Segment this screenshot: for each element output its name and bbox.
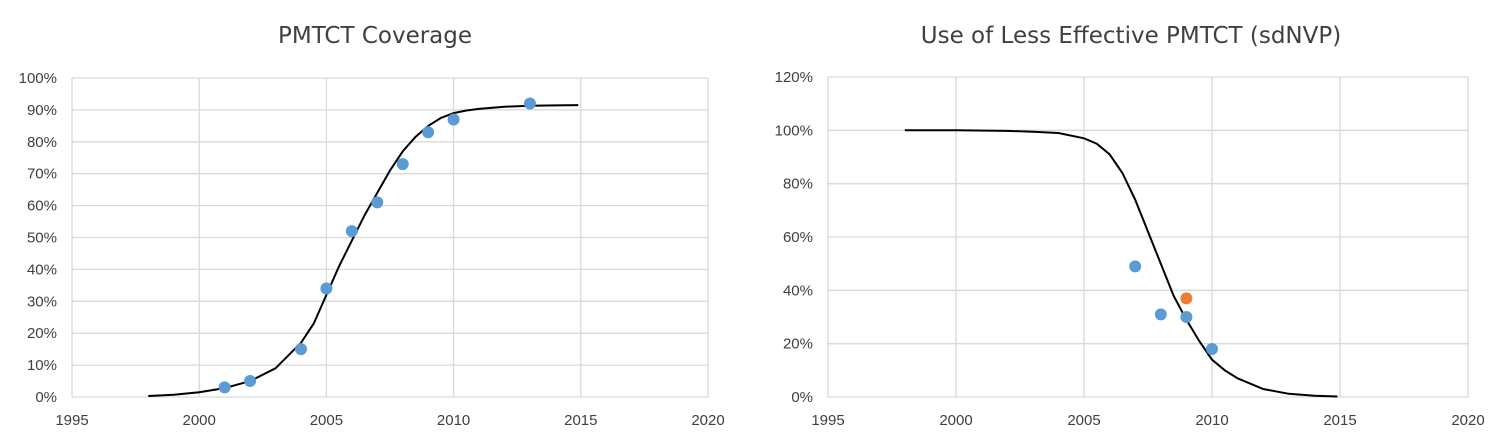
data-point xyxy=(1180,311,1193,323)
y-tick-label: 120% xyxy=(775,69,813,86)
data-point xyxy=(1206,343,1218,355)
fitted-curve xyxy=(904,129,1338,398)
pmtct-coverage-plot: PMTCT Coverage 1995 2000 2005 2010 2015 2020 0… xyxy=(19,23,725,429)
y-tick-label: 0% xyxy=(791,389,813,406)
fitted-curve xyxy=(148,104,579,397)
y-tick-label: 50% xyxy=(27,230,57,247)
data-point xyxy=(396,158,409,171)
data-point xyxy=(244,375,257,388)
y-tick-label: 100% xyxy=(19,70,57,87)
highlight-point xyxy=(1180,292,1193,305)
chart-title: PMTCT Coverage xyxy=(278,23,472,49)
y-tick-label: 70% xyxy=(27,166,57,183)
data-point xyxy=(1129,260,1142,273)
x-tick-label: 2020 xyxy=(1451,412,1484,429)
x-tick-label: 1995 xyxy=(55,412,88,429)
y-tick-label: 40% xyxy=(27,261,57,278)
y-tick-label: 60% xyxy=(27,198,57,215)
x-tick-label: 2020 xyxy=(691,412,724,429)
x-tick-label: 2005 xyxy=(1067,412,1100,429)
sdnvp-use-plot: Use of Less Effective PMTCT (sdNVP) 1995… xyxy=(775,23,1485,429)
x-tick-label: 2015 xyxy=(1323,412,1356,429)
x-tick-label: 2000 xyxy=(939,412,972,429)
data-point xyxy=(422,126,435,139)
y-tick-label: 90% xyxy=(27,102,57,119)
y-tick-label: 0% xyxy=(35,389,57,406)
data-point xyxy=(447,113,460,126)
y-tick-label: 20% xyxy=(27,325,57,342)
y-tick-label: 60% xyxy=(783,229,813,246)
x-tick-label: 2010 xyxy=(437,412,470,429)
y-tick-label: 100% xyxy=(775,122,813,139)
y-tick-label: 40% xyxy=(783,282,813,299)
data-point xyxy=(523,97,536,110)
x-tick-label: 1995 xyxy=(811,412,844,429)
data-point xyxy=(320,282,333,295)
chart-title: Use of Less Effective PMTCT (sdNVP) xyxy=(921,23,1341,49)
y-tick-label: 30% xyxy=(27,293,57,310)
y-tick-label: 80% xyxy=(783,176,813,193)
sdnvp-use-chart: Use of Less Effective PMTCT (sdNVP) 1995… xyxy=(756,0,1506,445)
x-tick-label: 2005 xyxy=(310,412,343,429)
data-point xyxy=(345,225,358,238)
pmtct-coverage-chart: PMTCT Coverage 1995 2000 2005 2010 2015 2020 0… xyxy=(0,0,750,445)
x-tick-label: 2015 xyxy=(564,412,597,429)
data-point xyxy=(294,343,307,356)
x-tick-label: 2000 xyxy=(183,412,216,429)
y-tick-label: 10% xyxy=(27,357,57,374)
data-point xyxy=(371,196,384,209)
x-tick-label: 2010 xyxy=(1195,412,1228,429)
data-point xyxy=(218,381,231,394)
data-point xyxy=(1154,308,1167,321)
y-tick-label: 20% xyxy=(783,336,813,353)
y-tick-label: 80% xyxy=(27,134,57,151)
